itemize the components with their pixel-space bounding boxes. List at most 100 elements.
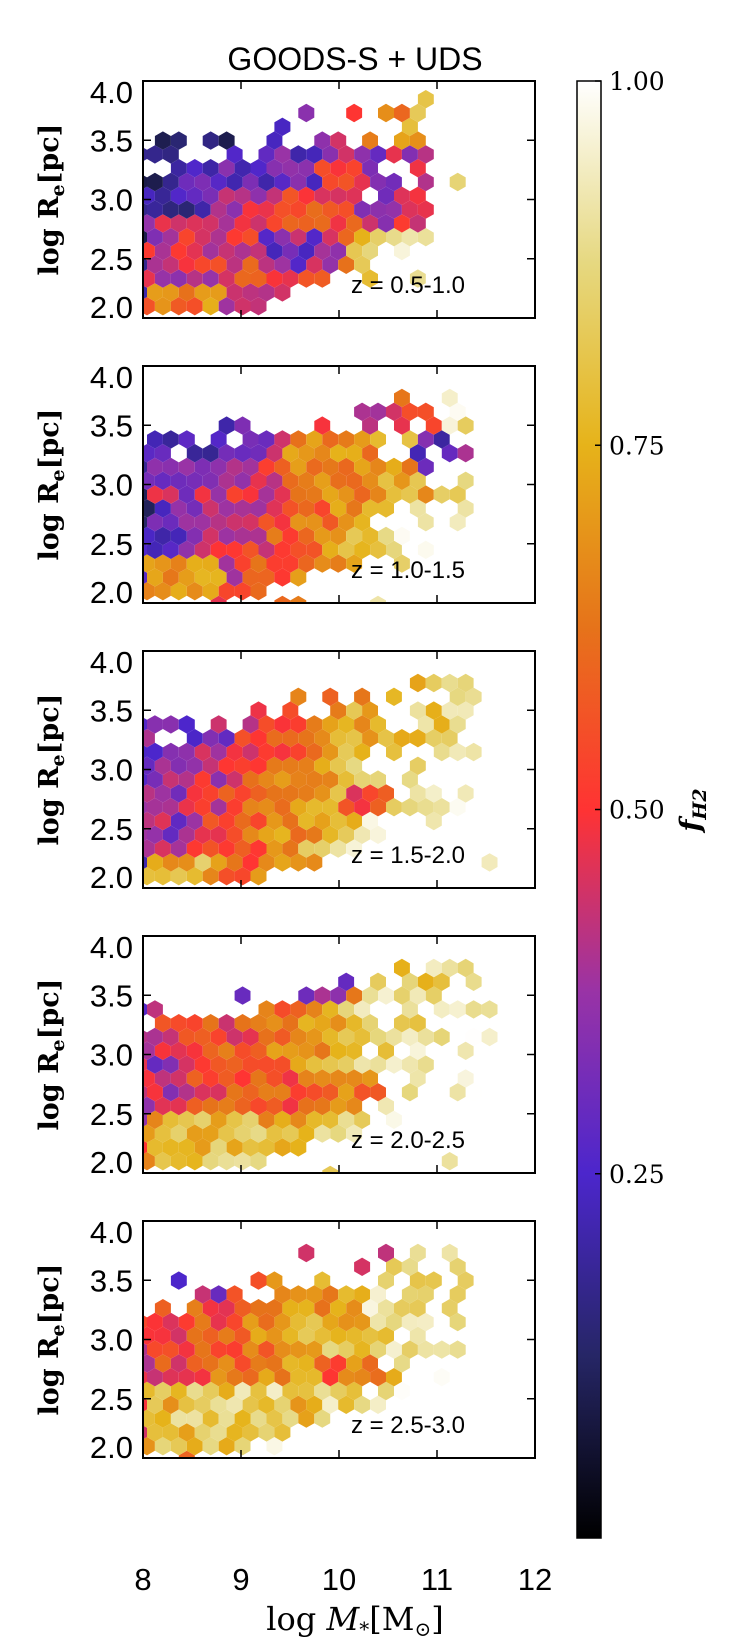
hexbin xyxy=(282,159,299,178)
hexbin xyxy=(162,485,179,504)
hexbin xyxy=(266,756,283,775)
hexbin xyxy=(314,1354,331,1373)
hexbin xyxy=(433,513,450,532)
hexbin xyxy=(441,958,458,978)
hexbin xyxy=(378,1326,394,1345)
hexbin xyxy=(298,159,315,178)
hexbin xyxy=(354,145,371,164)
hexbin xyxy=(266,159,283,178)
hexbin xyxy=(314,269,331,288)
hexbin xyxy=(290,1055,307,1074)
hexbin xyxy=(401,1000,418,1019)
colorbar-tick-label: 0.75 xyxy=(609,431,665,460)
hexbin xyxy=(202,811,219,831)
hexbin xyxy=(378,1243,394,1263)
hexbin xyxy=(322,457,339,477)
hexbin xyxy=(170,471,187,490)
hexbin xyxy=(417,1285,434,1304)
hexbin xyxy=(147,1395,163,1414)
hexbin xyxy=(370,798,386,817)
hexbin xyxy=(218,1152,235,1171)
hexbin xyxy=(266,1096,283,1116)
hexbin xyxy=(226,255,243,274)
hexbin xyxy=(210,1055,227,1074)
hexbin xyxy=(186,784,203,803)
hexbin xyxy=(417,145,434,164)
hexbin xyxy=(258,798,275,817)
hexbin xyxy=(354,770,371,789)
hexbin xyxy=(409,444,426,463)
hexbin xyxy=(162,513,179,532)
hexbin xyxy=(266,471,283,490)
hexbin xyxy=(409,1014,426,1033)
hexbin xyxy=(433,485,450,504)
hexbin xyxy=(274,1000,291,1019)
hexbin xyxy=(417,1368,434,1387)
hexbin xyxy=(409,673,426,693)
hexbin xyxy=(143,1041,155,1060)
hexbin xyxy=(322,1165,339,1173)
hexbin xyxy=(143,147,147,162)
hexbin xyxy=(258,172,275,192)
hexbin xyxy=(401,1312,418,1332)
hexbin xyxy=(178,1138,195,1157)
hexbin xyxy=(346,1096,363,1116)
hexbin xyxy=(186,1096,203,1116)
hexbin xyxy=(266,1409,283,1428)
hexbin xyxy=(386,402,402,421)
hexbin xyxy=(433,1027,450,1047)
panel-3: 2.0 2.5 3.0 3.5 4.0 z = 1.5-2.0 log Re[pc] xyxy=(34,645,536,895)
hexbin xyxy=(266,1124,283,1143)
hexbin xyxy=(210,742,227,762)
hexbin xyxy=(274,228,291,247)
hexbin xyxy=(234,1354,251,1373)
hexbin xyxy=(226,1285,243,1304)
hexbin xyxy=(226,1110,243,1129)
hexbin xyxy=(338,1395,355,1414)
y-tick-label: 3.5 xyxy=(90,408,133,443)
hexbin xyxy=(143,1124,155,1143)
hexbin xyxy=(306,1027,323,1047)
hexbin xyxy=(362,444,378,463)
hexbin xyxy=(162,1340,179,1359)
hexbin xyxy=(306,770,323,789)
hexbin xyxy=(274,200,291,219)
hexbin xyxy=(449,485,466,504)
hexbin xyxy=(354,687,371,706)
hexbin xyxy=(226,853,243,872)
hexbin xyxy=(306,715,323,734)
hexbin xyxy=(258,1083,275,1102)
hexbin xyxy=(186,1152,203,1171)
hexbin xyxy=(354,1285,371,1304)
y-axis-label: log Re[pc] xyxy=(34,979,69,1131)
colorbar-tick-label: 0.50 xyxy=(609,796,665,825)
x-tick-label: 9 xyxy=(232,1562,249,1597)
x-tick-label: 12 xyxy=(518,1562,552,1597)
hexbin xyxy=(218,471,235,490)
hexbin xyxy=(242,1083,259,1102)
hexbin xyxy=(298,986,315,1005)
hexbin xyxy=(266,214,283,233)
hexbin xyxy=(210,255,227,274)
hexbin xyxy=(194,568,211,587)
hexbin xyxy=(210,430,227,449)
hexbin xyxy=(314,1069,331,1088)
hexbin xyxy=(226,200,243,219)
hexbin xyxy=(370,200,386,219)
hexbin xyxy=(362,1014,378,1033)
hexbin xyxy=(266,554,283,573)
hexbin xyxy=(409,103,426,123)
hexbin xyxy=(170,269,187,288)
hexbin xyxy=(186,186,203,205)
hexbin xyxy=(417,457,434,477)
hexbin xyxy=(338,228,355,247)
hexbin xyxy=(202,241,219,261)
x-tick-label: 11 xyxy=(421,1562,453,1597)
hexbin xyxy=(143,444,155,463)
hexbin xyxy=(306,1340,323,1359)
hexbin xyxy=(378,986,394,1005)
hexbin xyxy=(154,811,171,831)
hexbin xyxy=(306,145,323,164)
hexbin xyxy=(274,1285,291,1304)
